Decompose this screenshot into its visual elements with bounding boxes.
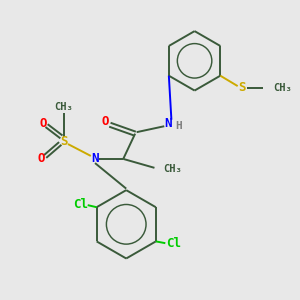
- Text: CH₃: CH₃: [273, 82, 292, 93]
- Text: O: O: [39, 117, 47, 130]
- Text: CH₃: CH₃: [54, 102, 73, 112]
- Text: O: O: [102, 115, 109, 128]
- Text: N: N: [91, 152, 99, 165]
- Text: S: S: [60, 135, 68, 148]
- Text: Cl: Cl: [73, 198, 88, 211]
- Text: CH₃: CH₃: [164, 164, 182, 174]
- Text: S: S: [238, 81, 246, 94]
- Text: H: H: [175, 121, 181, 131]
- Text: N: N: [164, 117, 172, 130]
- Text: O: O: [38, 152, 45, 165]
- Text: Cl: Cl: [166, 237, 181, 250]
